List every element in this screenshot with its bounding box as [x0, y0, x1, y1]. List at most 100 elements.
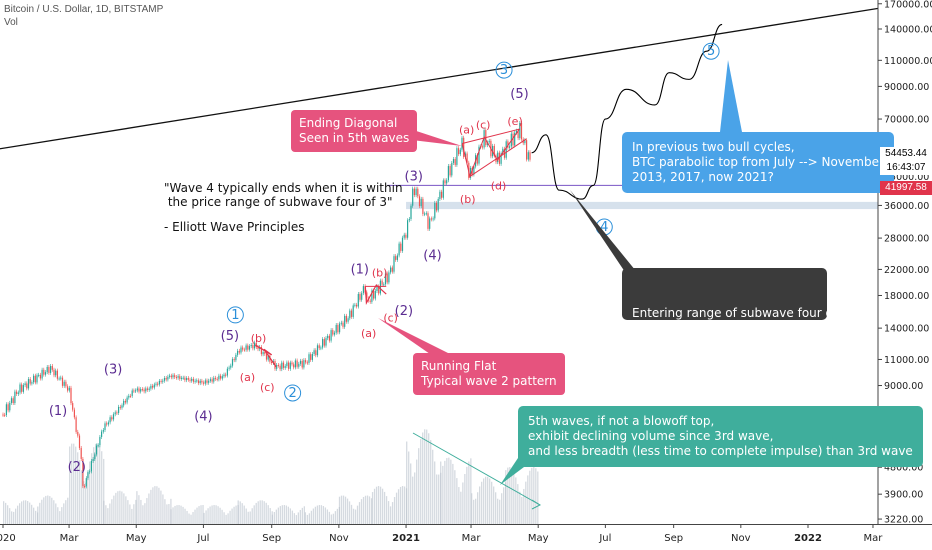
candle-body	[289, 362, 291, 369]
candle-body	[400, 243, 402, 251]
volume-bar	[466, 466, 468, 524]
volume-bar	[93, 447, 95, 524]
candle-body	[218, 375, 220, 380]
volume-bar	[231, 508, 233, 524]
candle-body	[34, 375, 36, 383]
candle-body	[381, 280, 383, 285]
volume-bar	[105, 505, 107, 524]
volume-bar	[211, 505, 213, 524]
x-axis-panel	[0, 524, 932, 550]
candle-body	[481, 146, 483, 148]
volume-bar	[289, 508, 292, 524]
candle-body	[401, 237, 404, 251]
candle-body	[77, 431, 79, 436]
volume-bar	[418, 448, 420, 524]
volume-bar	[233, 506, 235, 524]
wave-label: (b)	[460, 193, 476, 206]
volume-bar	[35, 510, 37, 524]
volume-bar	[75, 446, 77, 524]
candle-body	[111, 417, 113, 420]
candle-body	[366, 292, 368, 299]
wave-circle	[702, 42, 720, 60]
candle-body	[121, 405, 123, 408]
volume-bar	[51, 497, 53, 524]
candle-body	[148, 388, 150, 390]
volume-bar	[350, 504, 353, 524]
candle-body	[73, 409, 75, 418]
candle-body	[354, 304, 356, 306]
volume-bar	[430, 440, 432, 524]
volume-bar	[444, 460, 446, 524]
candle-body	[384, 273, 387, 285]
candle-body	[4, 414, 6, 416]
volume-bar	[354, 509, 357, 524]
candle-body	[170, 375, 172, 378]
volume-bar	[251, 508, 253, 524]
volume-bar	[332, 513, 335, 524]
wave-label: (a)	[240, 371, 255, 384]
candle-body	[298, 363, 300, 367]
volume-bar	[521, 496, 523, 524]
candle-body	[466, 153, 468, 163]
volume-bar	[304, 512, 307, 524]
candle-body	[320, 347, 322, 349]
volume-bar	[406, 441, 408, 524]
candle-body	[165, 378, 167, 380]
candle-body	[517, 130, 519, 139]
candle-body	[131, 390, 133, 396]
candle-body	[87, 472, 89, 479]
volume-bar	[515, 477, 517, 524]
volume-bar	[401, 486, 404, 524]
volume-bar	[324, 507, 327, 524]
candle-body	[459, 149, 461, 155]
volume-bar	[535, 468, 537, 524]
volume-bar	[513, 472, 515, 524]
volume-bar	[285, 505, 288, 524]
candle-body	[344, 315, 346, 327]
volume-bar	[279, 506, 282, 524]
y-tick-label: 3900.00	[884, 490, 923, 501]
candle-body	[322, 339, 324, 348]
volume-bar	[41, 499, 43, 524]
candle-body	[51, 366, 53, 370]
volume-bar	[450, 459, 452, 524]
y-tick-label: 90000.00	[884, 82, 929, 93]
volume-bar	[43, 497, 45, 524]
current-price-tag: 54453.44	[880, 147, 932, 161]
volume-bar	[470, 458, 472, 524]
volume-bar	[261, 500, 263, 524]
candle-body	[427, 213, 429, 229]
volume-bar	[186, 510, 188, 524]
volume-bar	[142, 505, 144, 524]
volume-bar	[462, 482, 464, 524]
candle-body	[68, 387, 70, 391]
candle-body	[323, 339, 325, 346]
volume-bar	[519, 491, 521, 524]
volume-bar	[127, 500, 129, 524]
entering-range-value: 42000	[632, 359, 671, 373]
candle-body	[19, 384, 21, 393]
candle-body	[155, 383, 157, 385]
volume-bar	[225, 514, 227, 524]
volume-decline-line	[412, 432, 541, 506]
entering-range-text: Entering range of subwave four of 3	[632, 306, 849, 320]
volume-bar	[293, 513, 296, 524]
volume-bar	[111, 499, 113, 524]
candle-body	[216, 378, 218, 380]
candle-body	[60, 377, 62, 379]
entering-range-note: Entering range of subwave four of 3 4200…	[622, 268, 849, 373]
wave-label: (c)	[260, 381, 275, 394]
volume-bar	[27, 501, 29, 524]
candle-body	[204, 380, 206, 384]
candle-body	[53, 369, 55, 376]
volume-bar	[377, 486, 380, 524]
candle-body	[458, 148, 460, 155]
volume-decline-arrowhead	[531, 499, 542, 510]
volume-bar	[138, 495, 140, 524]
candle-body	[410, 205, 412, 219]
candle-body	[388, 272, 390, 283]
candle-body	[75, 417, 77, 432]
volume-bar	[303, 506, 306, 524]
candle-body	[85, 478, 87, 487]
candle-body	[41, 369, 43, 379]
